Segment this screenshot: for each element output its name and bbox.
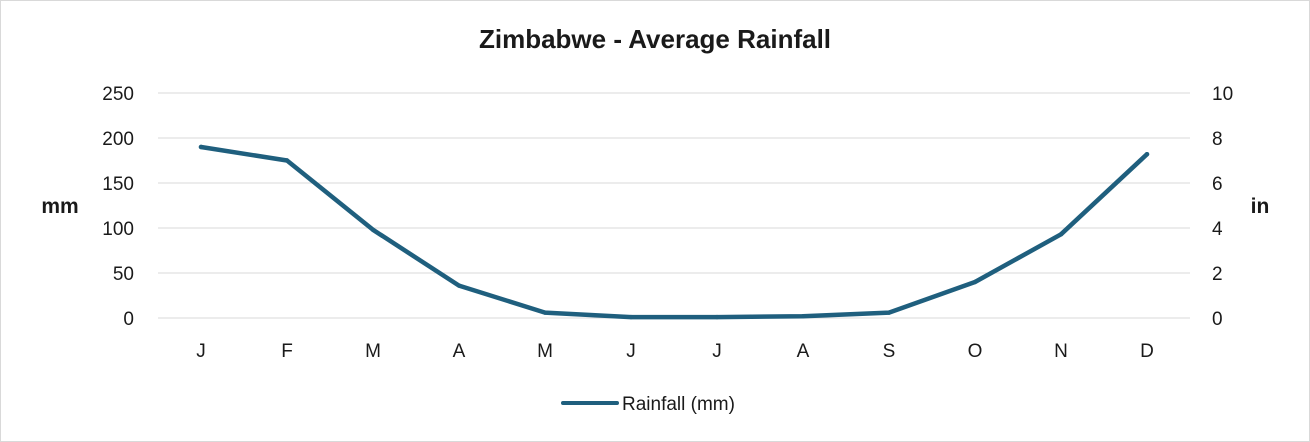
data-point (456, 283, 462, 288)
data-point (800, 314, 806, 319)
y2-tick-label: 10 (1212, 84, 1233, 105)
data-point (972, 279, 978, 285)
data-point (542, 310, 548, 315)
x-tick-label: M (537, 341, 553, 362)
data-point (1058, 232, 1064, 237)
y-tick-label: 50 (113, 264, 134, 285)
y-tick-label: 250 (102, 84, 134, 105)
data-point (714, 314, 720, 320)
x-tick-label: M (365, 341, 381, 362)
y-tick-label: 0 (123, 309, 134, 330)
x-tick-label: A (453, 341, 466, 362)
y-tick-label: 200 (102, 129, 134, 150)
x-tick-label: F (281, 341, 293, 362)
x-tick-label: S (883, 341, 896, 362)
y2-tick-label: 8 (1212, 129, 1223, 150)
series-line (198, 144, 1150, 320)
y-axis-label: mm (41, 195, 78, 218)
x-tick-label: J (196, 341, 206, 362)
y2-tick-label: 2 (1212, 264, 1223, 285)
y-tick-label: 150 (102, 174, 134, 195)
x-tick-label: A (797, 341, 810, 362)
gridlines (158, 92, 1190, 319)
y2-tick-label: 6 (1212, 174, 1223, 195)
series-layer (198, 144, 1150, 320)
y2-tick-label: 4 (1212, 219, 1223, 240)
x-tick-label: J (626, 341, 636, 362)
y-axis-left: 0 50 100 150 200 250 (102, 84, 134, 330)
data-point (628, 314, 634, 320)
data-point (370, 227, 376, 232)
y-tick-label: 100 (102, 219, 134, 240)
x-tick-label: J (712, 341, 722, 362)
y-axis-right: 0 2 4 6 8 10 (1212, 84, 1233, 330)
x-tick-label: O (968, 341, 983, 362)
x-tick-label: N (1054, 341, 1068, 362)
y2-tick-label: 0 (1212, 309, 1223, 330)
legend-label: Rainfall (mm) (622, 394, 735, 415)
x-tick-label: D (1140, 341, 1154, 362)
data-point (284, 158, 290, 163)
data-point (886, 310, 892, 315)
legend: Rainfall (mm) (561, 394, 735, 415)
data-point (1144, 152, 1150, 157)
y2-axis-label: in (1251, 195, 1270, 218)
chart-title: Zimbabwe - Average Rainfall (478, 24, 832, 54)
data-point (198, 144, 204, 150)
